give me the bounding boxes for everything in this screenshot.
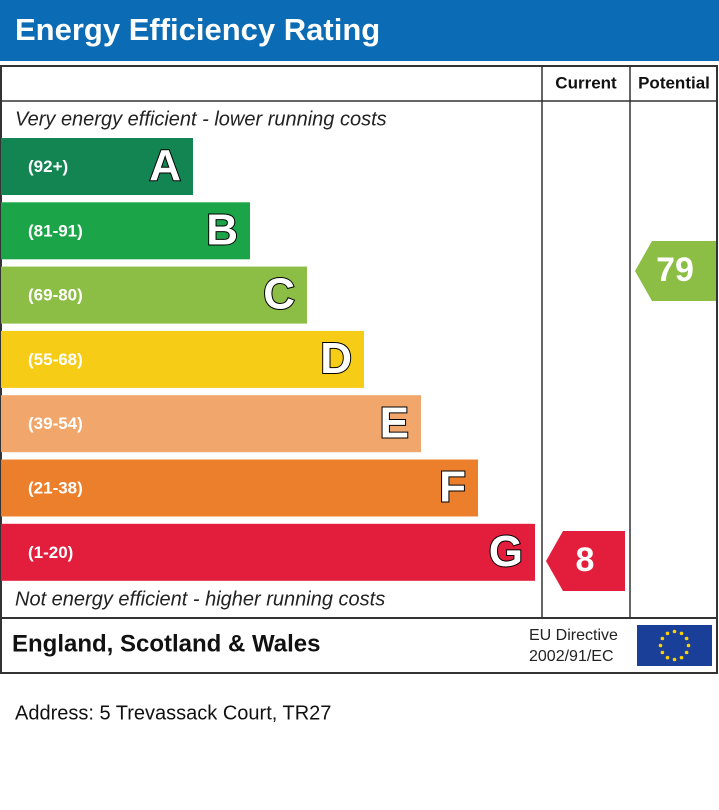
band-range: (1-20) <box>28 543 73 562</box>
eu-star <box>679 631 684 636</box>
band-bar <box>1 330 364 388</box>
eu-star <box>684 636 689 641</box>
band-range: (81-91) <box>28 221 83 240</box>
column-header: Potential <box>638 73 710 92</box>
band-letter: D <box>320 334 352 383</box>
directive: EU Directive <box>529 627 618 644</box>
top-note: Very energy efficient - lower running co… <box>15 108 387 130</box>
column-header: Current <box>555 73 617 92</box>
band-letter: F <box>439 463 466 512</box>
region: England, Scotland & Wales <box>12 630 320 657</box>
band-range: (39-54) <box>28 414 83 433</box>
eu-stars <box>658 629 691 662</box>
eu-star <box>684 650 689 655</box>
eu-star <box>665 655 670 660</box>
eu-star <box>686 643 691 648</box>
band-range: (92+) <box>28 157 68 176</box>
potential-rating: 79 <box>656 251 694 289</box>
bands: (92+) A (81-91) B (69-80) C (55-68) D (39-54) E (2… <box>1 138 535 581</box>
band-range: (69-80) <box>28 286 83 305</box>
band-range: (21-38) <box>28 478 83 497</box>
current-arrow <box>546 531 625 591</box>
band-bar <box>1 202 250 260</box>
bottom-note: Not energy efficient - higher running co… <box>15 588 385 610</box>
directive: 2002/91/EC <box>529 648 614 665</box>
band-bar <box>1 138 193 195</box>
eu-star <box>679 655 684 660</box>
header-bar <box>0 0 719 61</box>
band-range: (55-68) <box>28 350 83 369</box>
eu-star <box>665 631 670 636</box>
eu-star <box>660 650 665 655</box>
band-letter: E <box>380 398 409 447</box>
band-bar <box>1 266 307 324</box>
band-letter: B <box>206 205 238 254</box>
band-bar <box>1 523 535 581</box>
band-letter: A <box>149 141 181 190</box>
band-bar <box>1 459 478 517</box>
band-letter: C <box>263 270 295 319</box>
eu-star <box>672 657 677 662</box>
band-bar <box>1 395 421 453</box>
eu-star <box>658 643 663 648</box>
band-letter: G <box>489 527 523 576</box>
eu-star <box>672 629 677 634</box>
current-rating: 8 <box>576 541 595 579</box>
eu-star <box>660 636 665 641</box>
title: Energy Efficiency Rating <box>15 12 380 47</box>
address: Address: 5 Trevassack Court, TR27 <box>15 702 331 724</box>
potential-arrow <box>635 241 716 301</box>
